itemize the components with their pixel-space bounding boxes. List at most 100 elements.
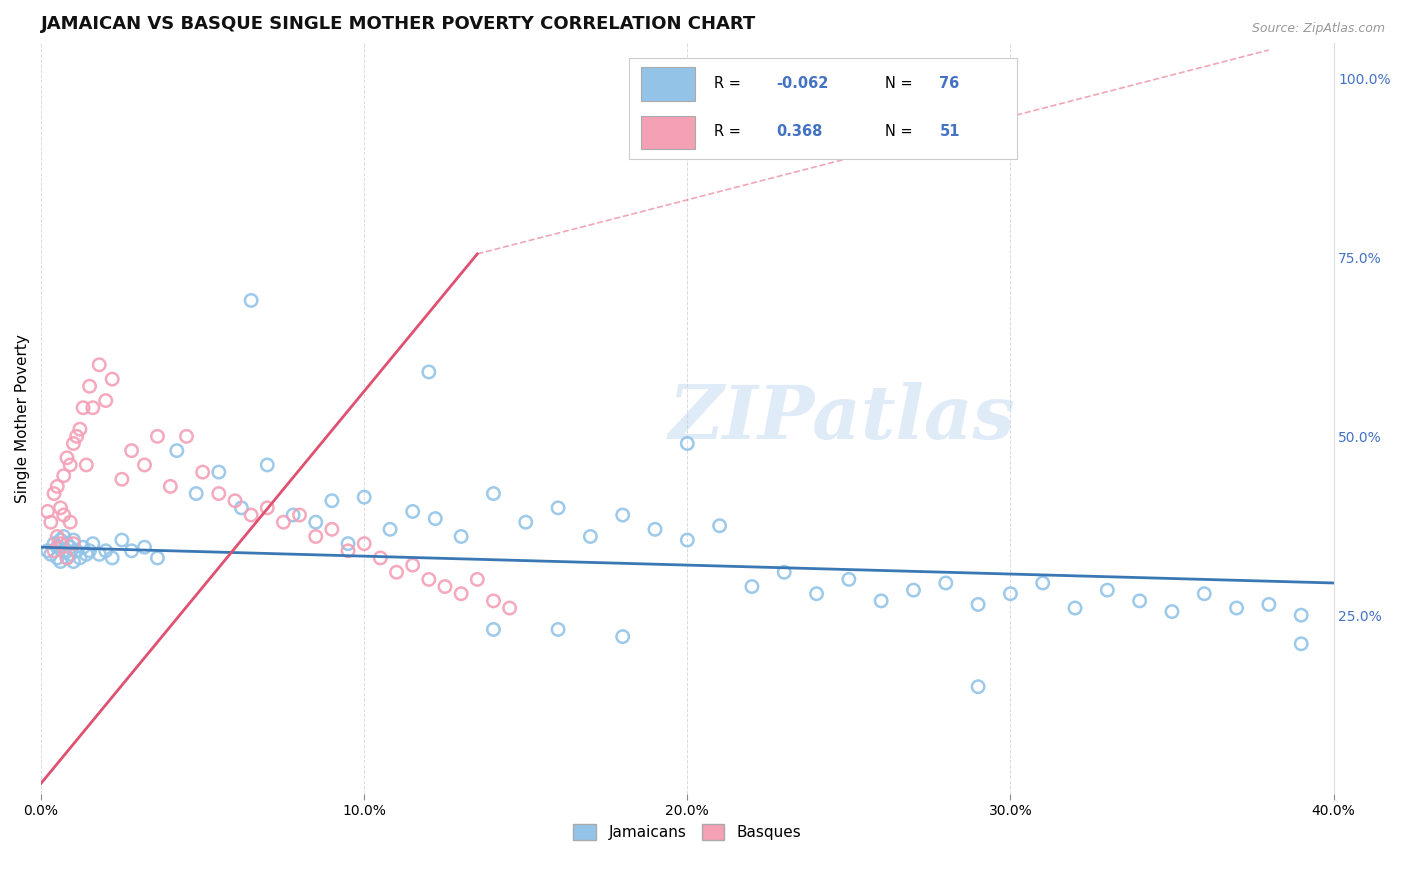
Point xyxy=(256,500,278,515)
Point xyxy=(176,429,198,443)
Point xyxy=(450,587,472,601)
Point xyxy=(52,529,75,543)
Point xyxy=(94,543,117,558)
Point xyxy=(79,379,101,393)
Point xyxy=(773,566,796,580)
Point xyxy=(612,630,634,644)
Point xyxy=(208,486,231,500)
Point xyxy=(59,540,82,554)
Point xyxy=(547,623,569,637)
Point xyxy=(62,555,84,569)
Point xyxy=(49,500,72,515)
Point xyxy=(134,540,156,554)
Point xyxy=(321,493,343,508)
Point xyxy=(806,587,828,601)
Point xyxy=(46,529,69,543)
Point xyxy=(56,550,79,565)
Point xyxy=(89,358,111,372)
Point xyxy=(1161,605,1184,619)
Point xyxy=(46,540,69,554)
Point xyxy=(482,594,505,608)
Point xyxy=(62,436,84,450)
Point xyxy=(111,533,134,547)
Point xyxy=(515,515,537,529)
Text: ZIPatlas: ZIPatlas xyxy=(669,382,1017,455)
Point xyxy=(1129,594,1152,608)
Point xyxy=(321,522,343,536)
Point xyxy=(353,536,375,550)
Point xyxy=(676,533,699,547)
Point xyxy=(121,543,143,558)
Point xyxy=(79,543,101,558)
Point xyxy=(838,573,860,587)
Point xyxy=(72,401,94,415)
Point xyxy=(121,443,143,458)
Point xyxy=(256,458,278,472)
Point xyxy=(69,550,91,565)
Point xyxy=(425,511,447,525)
Point xyxy=(385,566,408,580)
Point xyxy=(75,458,97,472)
Point xyxy=(1064,601,1087,615)
Point xyxy=(42,543,65,558)
Point xyxy=(159,479,181,493)
Point xyxy=(69,422,91,436)
Point xyxy=(101,372,124,386)
Point xyxy=(111,472,134,486)
Point xyxy=(39,515,62,529)
Point xyxy=(465,573,488,587)
Point xyxy=(1257,598,1279,612)
Point xyxy=(66,429,89,443)
Point xyxy=(231,500,253,515)
Point xyxy=(418,573,440,587)
Point xyxy=(39,547,62,561)
Point xyxy=(612,508,634,522)
Point xyxy=(1194,587,1216,601)
Point xyxy=(1289,637,1312,651)
Point xyxy=(49,536,72,550)
Point xyxy=(1032,576,1054,591)
Point xyxy=(146,429,169,443)
Point xyxy=(42,536,65,550)
Point xyxy=(166,443,188,458)
Point xyxy=(186,486,208,500)
Point xyxy=(288,508,311,522)
Point xyxy=(240,293,263,308)
Point xyxy=(547,500,569,515)
Point xyxy=(433,580,456,594)
Point xyxy=(62,536,84,550)
Point xyxy=(482,623,505,637)
Point xyxy=(378,522,401,536)
Point xyxy=(402,558,425,573)
Point xyxy=(75,547,97,561)
Point xyxy=(1097,583,1119,598)
Point xyxy=(482,486,505,500)
Point xyxy=(56,550,79,565)
Point xyxy=(146,550,169,565)
Point xyxy=(240,508,263,522)
Point xyxy=(59,515,82,529)
Point xyxy=(305,515,328,529)
Point xyxy=(370,550,392,565)
Point xyxy=(903,583,925,598)
Point xyxy=(37,504,59,518)
Point xyxy=(134,458,156,472)
Point xyxy=(281,508,304,522)
Point xyxy=(1000,587,1022,601)
Point xyxy=(82,401,104,415)
Point xyxy=(42,486,65,500)
Point xyxy=(402,504,425,518)
Point xyxy=(52,543,75,558)
Point xyxy=(337,536,360,550)
Point xyxy=(72,540,94,554)
Point xyxy=(46,550,69,565)
Point xyxy=(59,458,82,472)
Point xyxy=(191,465,214,479)
Point xyxy=(52,468,75,483)
Point xyxy=(450,529,472,543)
Point xyxy=(208,465,231,479)
Point xyxy=(89,547,111,561)
Point xyxy=(353,490,375,504)
Point xyxy=(101,550,124,565)
Point xyxy=(305,529,328,543)
